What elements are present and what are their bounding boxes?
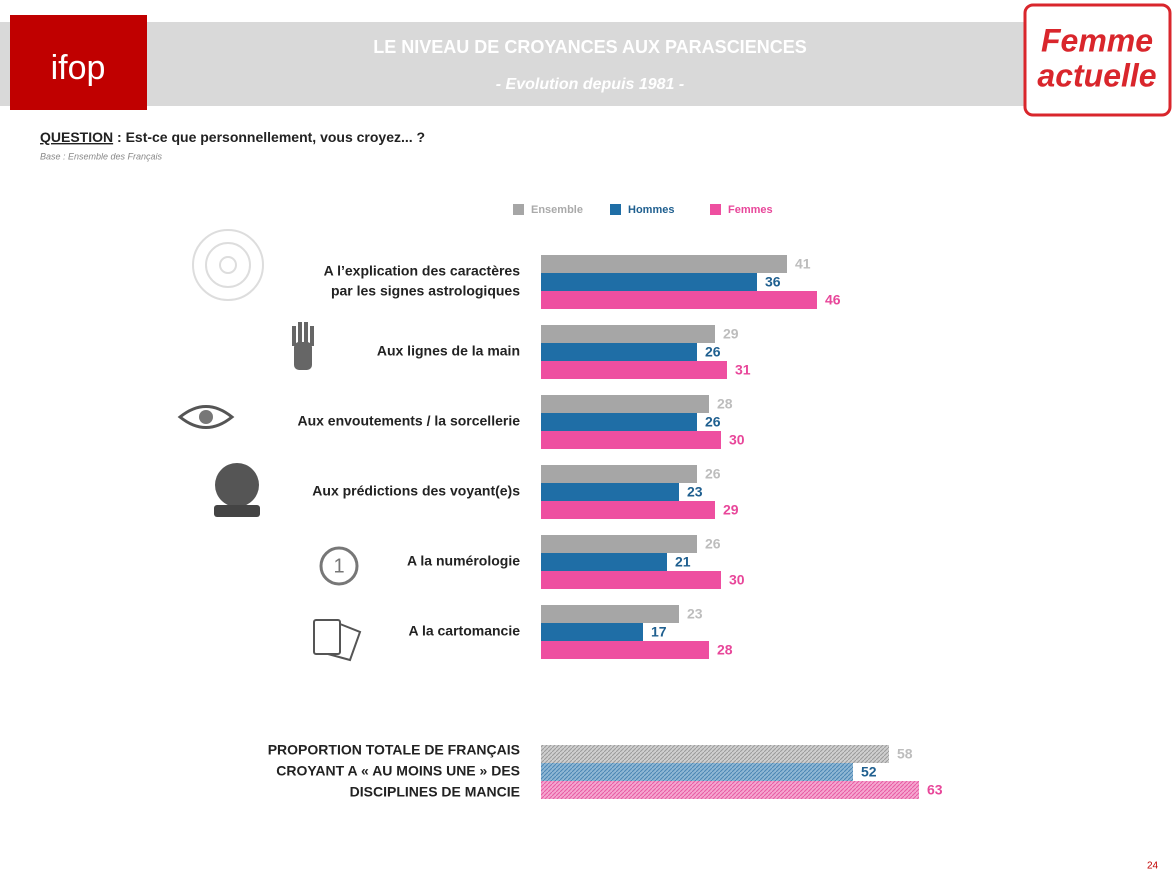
value-label: 26 [705,536,721,552]
icon-ball [214,463,260,517]
subtitle: - Evolution depuis 1981 - [496,76,684,93]
category-label: A l’explication des caractères [324,263,521,279]
bar [541,431,721,449]
value-label: 30 [729,572,745,588]
value-label: 28 [717,396,733,412]
value-label: 26 [705,466,721,482]
bar [541,483,679,501]
legend-label: Hommes [628,204,674,216]
bar [541,273,757,291]
icon-hand [292,322,314,370]
legend-swatch [710,204,721,215]
value-label: 36 [765,274,781,290]
value-label: 31 [735,362,751,378]
bar [541,291,817,309]
category-label: Aux prédictions des voyant(e)s [312,483,520,499]
bar [541,325,715,343]
icon-number: 1 [319,546,359,586]
bar [541,781,919,799]
femme-logo-line: actuelle [1037,57,1156,93]
value-label: 29 [723,502,739,518]
bar [541,605,679,623]
header-band [0,22,1030,106]
value-label: 52 [861,764,877,780]
value-label: 17 [651,624,667,640]
category-label: A la cartomancie [408,623,520,639]
page-number: 24 [1147,861,1159,872]
value-label: 41 [795,256,811,272]
category-label: par les signes astrologiques [331,283,520,299]
bar [541,535,697,553]
value-label: 28 [717,642,733,658]
icon-astro [192,229,264,301]
femme-logo [1023,3,1172,117]
value-label: 30 [729,432,745,448]
value-label: 23 [687,484,703,500]
value-label: 23 [687,606,703,622]
value-label: 58 [897,746,913,762]
bar [541,395,709,413]
value-label: 26 [705,414,721,430]
ifop-text: ifop [51,49,106,87]
category-label: PROPORTION TOTALE DE FRANÇAIS [268,742,520,758]
femme-logo-line: Femme [1041,22,1153,58]
bar [541,501,715,519]
bar [541,553,667,571]
bar [541,465,697,483]
bar [541,745,889,763]
base: Base : Ensemble des Français [40,151,163,161]
bar [541,623,643,641]
bar [541,343,697,361]
legend-swatch [610,204,621,215]
legend-label: Ensemble [531,204,583,216]
category-label: CROYANT A « AU MOINS UNE » DES [276,763,520,779]
bar [541,255,787,273]
icon-cards [313,619,362,662]
category-label: DISCIPLINES DE MANCIE [350,784,520,800]
category-label: Aux lignes de la main [377,343,520,359]
ifop-logo [10,15,147,110]
title: LE NIVEAU DE CROYANCES AUX PARASCIENCES [373,37,806,57]
value-label: 21 [675,554,691,570]
bar [541,641,709,659]
question-text: : Est-ce que personnellement, vous croye… [113,129,425,145]
bar [541,413,697,431]
bar [541,361,727,379]
question-label: QUESTION [40,129,113,145]
legend-label: Femmes [728,204,773,216]
value-label: 29 [723,326,739,342]
svg-text:1: 1 [333,555,344,577]
icon-eye [177,405,235,429]
legend-swatch [513,204,524,215]
category-label: Aux envoutements / la sorcellerie [297,413,520,429]
value-label: 26 [705,344,721,360]
bar [541,763,853,781]
category-label: A la numérologie [407,553,520,569]
bar [541,571,721,589]
value-label: 63 [927,782,943,798]
value-label: 46 [825,292,841,308]
question: QUESTION : Est-ce que personnellement, v… [40,129,425,145]
